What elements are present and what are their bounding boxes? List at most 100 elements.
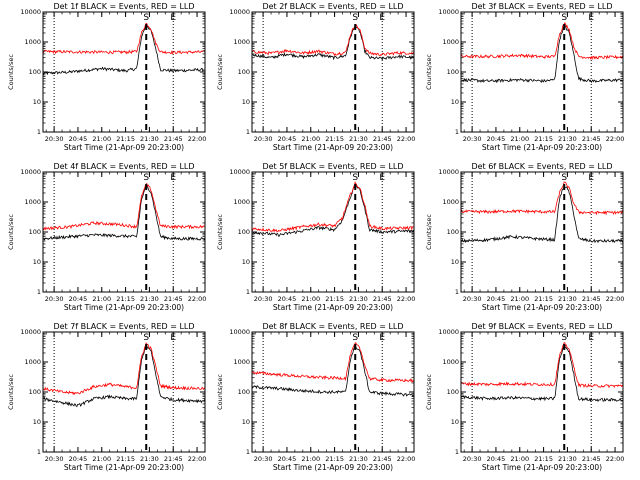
chart-title: Det 9f BLACK = Events, RED = LLD [471, 322, 612, 331]
x-tick-label: 21:00 [510, 455, 529, 463]
chart-title: Det 7f BLACK = Events, RED = LLD [53, 322, 194, 331]
marker-label: E [379, 13, 385, 23]
series-line-1 [461, 25, 623, 84]
x-tick-label: 21:45 [373, 295, 392, 303]
y-tick-label: 10000 [438, 328, 459, 336]
y-tick-label: 1 [37, 288, 41, 296]
series-group [252, 24, 414, 61]
x-tick-label: 22:00 [188, 455, 207, 463]
y-tick-label: 1 [246, 448, 250, 456]
y-tick-label: 1 [246, 288, 250, 296]
x-tick-label: 21:45 [164, 135, 183, 143]
chart-panel-9: Det 9f BLACK = Events, RED = LLD S E 1 10 100… [425, 322, 624, 472]
series-line-2 [252, 342, 414, 383]
x-tick-label: 20:45 [69, 295, 88, 303]
series-line-2 [461, 22, 623, 61]
y-tick-label: 100 [29, 68, 41, 76]
y-tick-label: 1000 [24, 38, 41, 46]
y-tick-label: 1000 [442, 198, 459, 206]
marker-label: S [561, 333, 567, 343]
series-line-1 [43, 345, 205, 408]
y-axis-label: Counts/sec [425, 214, 433, 250]
x-tick-label: 21:00 [301, 295, 320, 303]
y-axis-label: Counts/sec [7, 214, 15, 250]
y-tick-label: 10000 [20, 168, 41, 176]
x-tick-label: 22:00 [606, 295, 625, 303]
x-axis-label: Start Time (21-Apr-09 20:23:00) [64, 143, 184, 152]
marker-label: S [561, 173, 567, 183]
series-group [43, 182, 205, 241]
y-tick-label: 10000 [438, 168, 459, 176]
x-tick-label: 22:00 [606, 455, 625, 463]
chart-panel-7: Det 7f BLACK = Events, RED = LLD S E 1 10 100… [7, 322, 206, 472]
x-tick-label: 20:45 [487, 455, 506, 463]
series-line-1 [252, 343, 414, 397]
chart-title: Det 4f BLACK = Events, RED = LLD [53, 162, 194, 171]
marker-label: E [588, 13, 594, 23]
y-tick-label: 10 [33, 418, 41, 426]
x-tick-label: 22:00 [397, 295, 416, 303]
marker-label: E [588, 333, 594, 343]
y-tick-label: 1 [455, 448, 459, 456]
series-group [43, 342, 205, 408]
y-tick-label: 10000 [229, 168, 250, 176]
x-tick-label: 20:30 [254, 135, 273, 143]
x-tick-label: 20:30 [463, 455, 482, 463]
marker-label: S [143, 173, 149, 183]
series-line-2 [461, 342, 623, 389]
x-tick-label: 20:45 [69, 455, 88, 463]
series-line-1 [43, 24, 205, 76]
y-tick-label: 10 [33, 258, 41, 266]
series-line-1 [43, 184, 205, 241]
x-axis-label: Start Time (21-Apr-09 20:23:00) [273, 303, 393, 312]
series-line-1 [252, 26, 414, 61]
marker-label: E [379, 333, 385, 343]
x-tick-label: 21:45 [373, 455, 392, 463]
y-tick-label: 1 [37, 448, 41, 456]
x-tick-label: 21:00 [92, 135, 111, 143]
x-tick-label: 21:15 [116, 455, 135, 463]
x-tick-label: 21:30 [558, 455, 577, 463]
y-tick-label: 100 [447, 228, 459, 236]
y-tick-label: 10 [242, 258, 250, 266]
x-axis-label: Start Time (21-Apr-09 20:23:00) [64, 463, 184, 472]
x-axis-label: Start Time (21-Apr-09 20:23:00) [273, 463, 393, 472]
series-group [461, 181, 623, 244]
x-tick-label: 21:45 [582, 135, 601, 143]
y-tick-label: 10 [451, 258, 459, 266]
chart-panel-1: Det 1f BLACK = Events, RED = LLD S E 1 10 100… [7, 2, 206, 152]
x-tick-label: 21:15 [325, 455, 344, 463]
y-tick-label: 100 [238, 388, 250, 396]
chart-title: Det 8f BLACK = Events, RED = LLD [262, 322, 403, 331]
x-tick-label: 20:30 [45, 295, 64, 303]
chart-panel-5: Det 5f BLACK = Events, RED = LLD S E 1 10 100… [216, 162, 415, 312]
x-tick-label: 21:00 [92, 455, 111, 463]
series-line-1 [461, 345, 623, 403]
y-tick-label: 100 [29, 388, 41, 396]
series-group [461, 342, 623, 403]
y-tick-label: 1000 [24, 198, 41, 206]
y-tick-label: 10000 [20, 328, 41, 336]
series-line-2 [43, 182, 205, 231]
x-tick-label: 21:45 [582, 455, 601, 463]
y-axis-label: Counts/sec [216, 54, 224, 90]
y-axis-label: Counts/sec [216, 374, 224, 410]
x-tick-label: 21:15 [325, 135, 344, 143]
y-tick-label: 1000 [24, 358, 41, 366]
y-tick-label: 1 [455, 288, 459, 296]
x-tick-label: 21:15 [534, 295, 553, 303]
x-tick-label: 21:30 [140, 295, 159, 303]
chart-panel-6: Det 6f BLACK = Events, RED = LLD S E 1 10 100… [425, 162, 624, 312]
series-group [252, 181, 414, 237]
series-line-2 [43, 22, 205, 55]
x-tick-label: 20:30 [254, 455, 273, 463]
chart-panel-8: Det 8f BLACK = Events, RED = LLD S E 1 10 100… [216, 322, 415, 472]
x-tick-label: 22:00 [397, 135, 416, 143]
y-tick-label: 1 [455, 128, 459, 136]
chart-panel-2: Det 2f BLACK = Events, RED = LLD S E 1 10 100… [216, 2, 415, 152]
marker-label: E [170, 13, 176, 23]
y-tick-label: 10000 [229, 8, 250, 16]
x-tick-label: 21:30 [140, 455, 159, 463]
